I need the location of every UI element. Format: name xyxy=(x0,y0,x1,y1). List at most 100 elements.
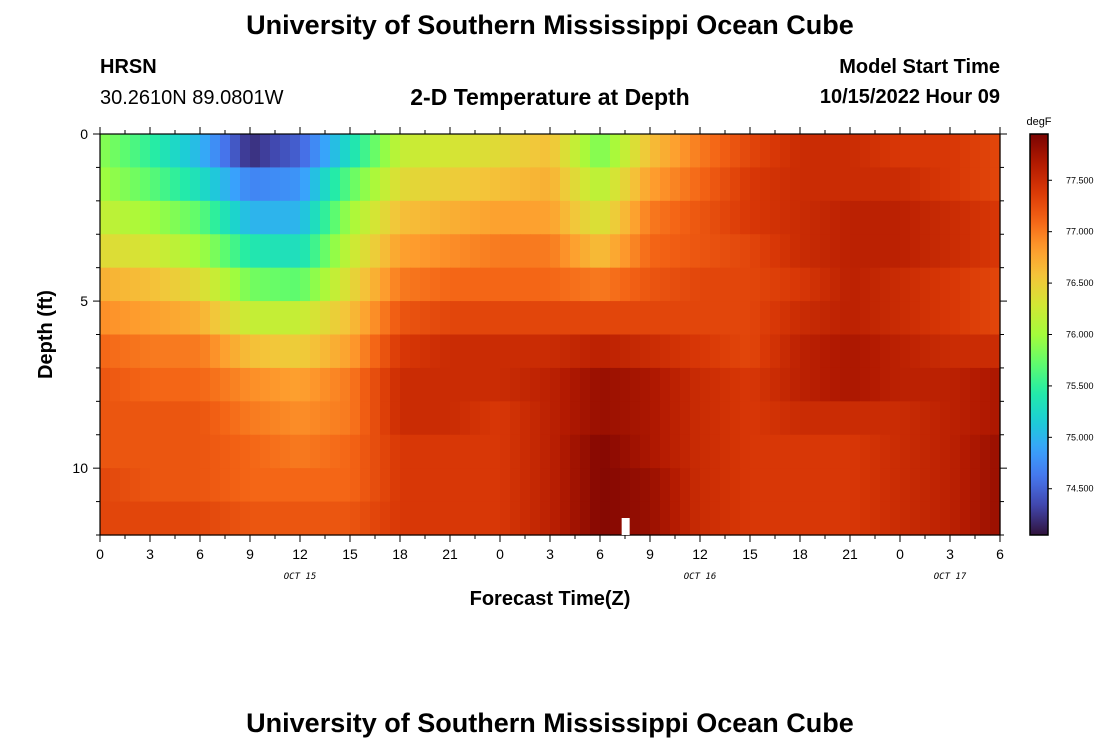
heatmap-cell xyxy=(220,301,231,336)
heatmap-cell xyxy=(380,501,391,536)
heatmap-cell xyxy=(640,234,651,269)
heatmap-cell xyxy=(200,468,211,503)
heatmap-cell xyxy=(560,134,571,169)
heatmap-cell xyxy=(890,200,901,235)
heatmap-cell xyxy=(670,334,681,369)
heatmap-cell xyxy=(900,200,911,235)
heatmap-cell xyxy=(820,367,831,402)
heatmap-cell xyxy=(670,234,681,269)
x-tick-label: 3 xyxy=(946,546,954,562)
heatmap-cell xyxy=(150,200,161,235)
heatmap-cell xyxy=(310,468,321,503)
heatmap-cell xyxy=(550,234,561,269)
heatmap-cell xyxy=(390,200,401,235)
heatmap-cell xyxy=(240,367,251,402)
heatmap-cell xyxy=(650,267,661,302)
heatmap-cell xyxy=(160,367,171,402)
heatmap-cell xyxy=(750,468,761,503)
heatmap-cell xyxy=(340,334,351,369)
x-tick-label: 6 xyxy=(196,546,204,562)
heatmap-cell xyxy=(350,468,361,503)
footer-title: University of Southern Mississippi Ocean… xyxy=(246,708,854,738)
heatmap-cell xyxy=(260,501,271,536)
temperature-heatmap-chart: 0 3 6 9 12 15 18 21 0 3 6 9 12 15 18 21 0 3 6 OCT 15 OCT 16 O… xyxy=(35,116,1094,610)
heatmap-cell xyxy=(290,167,301,202)
heatmap-cell xyxy=(730,468,741,503)
heatmap-cell xyxy=(690,501,701,536)
heatmap-cell xyxy=(840,167,851,202)
heatmap-cell xyxy=(950,468,961,503)
heatmap-cell xyxy=(530,401,541,436)
heatmap-cell xyxy=(140,134,151,169)
heatmap-cell xyxy=(490,401,501,436)
heatmap-cell xyxy=(590,468,601,503)
heatmap-cell xyxy=(300,401,311,436)
heatmap-cell xyxy=(670,367,681,402)
heatmap-cell xyxy=(130,501,141,536)
heatmap-cell xyxy=(220,434,231,469)
heatmap-cell xyxy=(320,334,331,369)
heatmap-cell xyxy=(470,468,481,503)
heatmap-cell xyxy=(530,468,541,503)
heatmap-cell xyxy=(320,267,331,302)
heatmap-cell xyxy=(760,200,771,235)
heatmap-cell xyxy=(430,267,441,302)
heatmap-cell xyxy=(440,167,451,202)
heatmap-cell xyxy=(760,501,771,536)
heatmap-cell xyxy=(160,200,171,235)
heatmap-cell xyxy=(680,434,691,469)
heatmap-cell xyxy=(860,334,871,369)
heatmap-cell xyxy=(460,367,471,402)
heatmap-cell xyxy=(850,367,861,402)
heatmap-cell xyxy=(480,234,491,269)
heatmap-cell xyxy=(390,501,401,536)
heatmap-cell xyxy=(940,167,951,202)
heatmap-cell xyxy=(620,334,631,369)
heatmap-cell xyxy=(990,134,1001,169)
heatmap-cell xyxy=(810,134,821,169)
heatmap-cell xyxy=(520,434,531,469)
heatmap-cell xyxy=(680,167,691,202)
heatmap-cell xyxy=(270,267,281,302)
heatmap-cell xyxy=(600,134,611,169)
heatmap-cell xyxy=(560,434,571,469)
heatmap-cell xyxy=(330,301,341,336)
heatmap-cell xyxy=(820,301,831,336)
heatmap-cell xyxy=(250,334,261,369)
heatmap-cell xyxy=(200,367,211,402)
heatmap-cell xyxy=(340,501,351,536)
heatmap-cell xyxy=(190,468,201,503)
heatmap-cell xyxy=(580,334,591,369)
heatmap-cell xyxy=(760,267,771,302)
heatmap-cell xyxy=(160,434,171,469)
heatmap-cell xyxy=(840,334,851,369)
heatmap-cell xyxy=(470,134,481,169)
heatmap-cell xyxy=(590,167,601,202)
station-coordinates: 30.2610N 89.0801W xyxy=(100,87,284,109)
heatmap-cell xyxy=(580,301,591,336)
heatmap-cell xyxy=(520,200,531,235)
heatmap-cell xyxy=(900,167,911,202)
x-tick-label: 12 xyxy=(292,546,308,562)
heatmap-cell xyxy=(830,301,841,336)
heatmap-cell xyxy=(250,401,261,436)
heatmap-cell xyxy=(580,134,591,169)
heatmap-cell xyxy=(120,434,131,469)
heatmap-cell xyxy=(140,501,151,536)
heatmap-cell xyxy=(740,134,751,169)
heatmap-cell xyxy=(310,267,321,302)
heatmap-cell xyxy=(600,401,611,436)
heatmap-cell xyxy=(310,501,321,536)
heatmap-cell xyxy=(230,267,241,302)
heatmap-cell xyxy=(370,134,381,169)
heatmap-cell xyxy=(560,234,571,269)
heatmap-cell xyxy=(600,434,611,469)
heatmap-cell xyxy=(640,200,651,235)
heatmap-cell xyxy=(670,468,681,503)
heatmap-cell xyxy=(620,200,631,235)
heatmap-cell xyxy=(850,200,861,235)
heatmap-cell xyxy=(930,501,941,536)
heatmap-cell xyxy=(560,267,571,302)
heatmap-cell xyxy=(510,267,521,302)
heatmap-cell xyxy=(220,501,231,536)
